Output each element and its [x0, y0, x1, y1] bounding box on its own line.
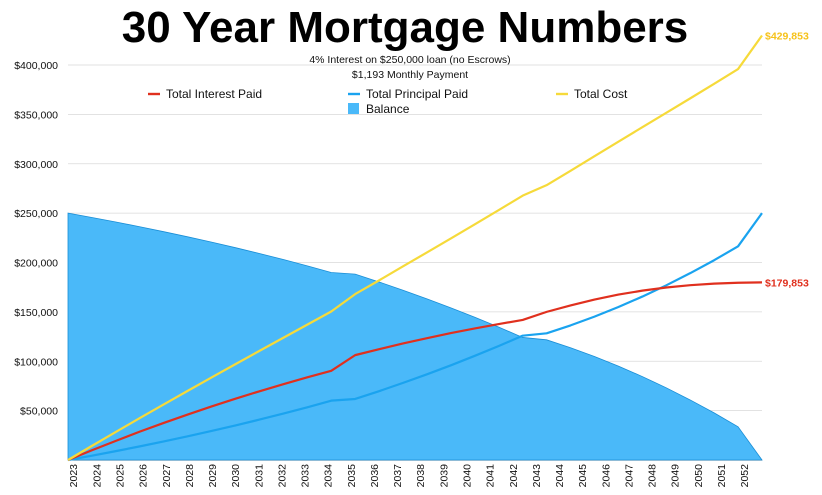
legend: Total Interest Paid Total Principal Paid T…	[148, 87, 628, 116]
end-label-total-interest: $179,853	[765, 277, 809, 289]
balance-area-layer	[67, 212, 763, 461]
x-tick-label: 2049	[670, 464, 682, 488]
x-tick-label: 2036	[369, 464, 381, 488]
legend-swatch-balance	[348, 103, 359, 114]
x-tick-label: 2051	[716, 464, 728, 488]
x-tick-label: 2029	[207, 464, 219, 488]
x-tick-label: 2045	[577, 464, 589, 488]
y-tick-label: $150,000	[14, 307, 58, 319]
x-tick-label: 2039	[438, 464, 450, 488]
x-tick-label: 2048	[647, 464, 659, 488]
end-label-total-cost: $429,853	[765, 31, 809, 43]
y-axis: $50,000 $100,000 $150,000 $200,000 $250,000 $…	[14, 60, 58, 418]
x-tick-label: 2033	[300, 464, 312, 488]
series-line-total-principal-paid	[67, 212, 763, 462]
y-tick-label: $350,000	[14, 109, 58, 121]
series-lines-layer	[67, 34, 763, 462]
x-tick-label: 2043	[531, 464, 543, 488]
x-tick-label: 2028	[184, 464, 196, 488]
chart-subtitle-line-2: $1,193 Monthly Payment	[352, 69, 468, 81]
x-tick-label: 2050	[693, 464, 705, 488]
x-tick-label: 2037	[392, 464, 404, 488]
x-tick-label: 2035	[346, 464, 358, 488]
x-tick-label: 2030	[230, 464, 242, 488]
x-tick-label: 2027	[161, 464, 173, 488]
x-tick-label: 2024	[91, 464, 103, 488]
x-tick-label: 2044	[554, 464, 566, 488]
legend-label-total-cost: Total Cost	[574, 87, 628, 101]
x-tick-label: 2031	[253, 464, 265, 488]
legend-label-balance: Balance	[366, 102, 410, 116]
y-tick-label: $200,000	[14, 258, 58, 270]
end-value-labels: $429,853 $179,853	[765, 31, 809, 290]
series-area-balance	[67, 212, 763, 461]
series-line-total-cost	[67, 34, 763, 461]
legend-label-total-interest-paid: Total Interest Paid	[166, 87, 262, 101]
y-tick-label: $50,000	[20, 406, 58, 418]
y-tick-label: $400,000	[14, 60, 58, 72]
x-tick-label: 2025	[115, 464, 127, 488]
x-tick-label: 2034	[323, 464, 335, 488]
legend-label-total-principal-paid: Total Principal Paid	[366, 87, 468, 101]
y-tick-label: $100,000	[14, 356, 58, 368]
x-tick-label: 2038	[415, 464, 427, 488]
chart-subtitle-line-1: 4% Interest on $250,000 loan (no Escrows…	[309, 54, 510, 66]
x-tick-label: 2026	[138, 464, 150, 488]
x-tick-label: 2047	[623, 464, 635, 488]
x-tick-label: 2046	[600, 464, 612, 488]
chart-title: 30 Year Mortgage Numbers	[122, 3, 689, 52]
x-tick-label: 2052	[739, 464, 751, 488]
y-tick-label: $250,000	[14, 208, 58, 220]
x-tick-label: 2040	[462, 464, 474, 488]
x-tick-label: 2023	[68, 464, 80, 488]
x-axis: 2023 2024 2025 2026 2027 2028 2029 2030 2031 2032…	[68, 464, 751, 488]
x-tick-label: 2032	[276, 464, 288, 488]
y-tick-label: $300,000	[14, 159, 58, 171]
x-tick-label: 2041	[485, 464, 497, 488]
series-line-total-interest-paid	[67, 281, 763, 462]
x-tick-label: 2042	[508, 464, 520, 488]
